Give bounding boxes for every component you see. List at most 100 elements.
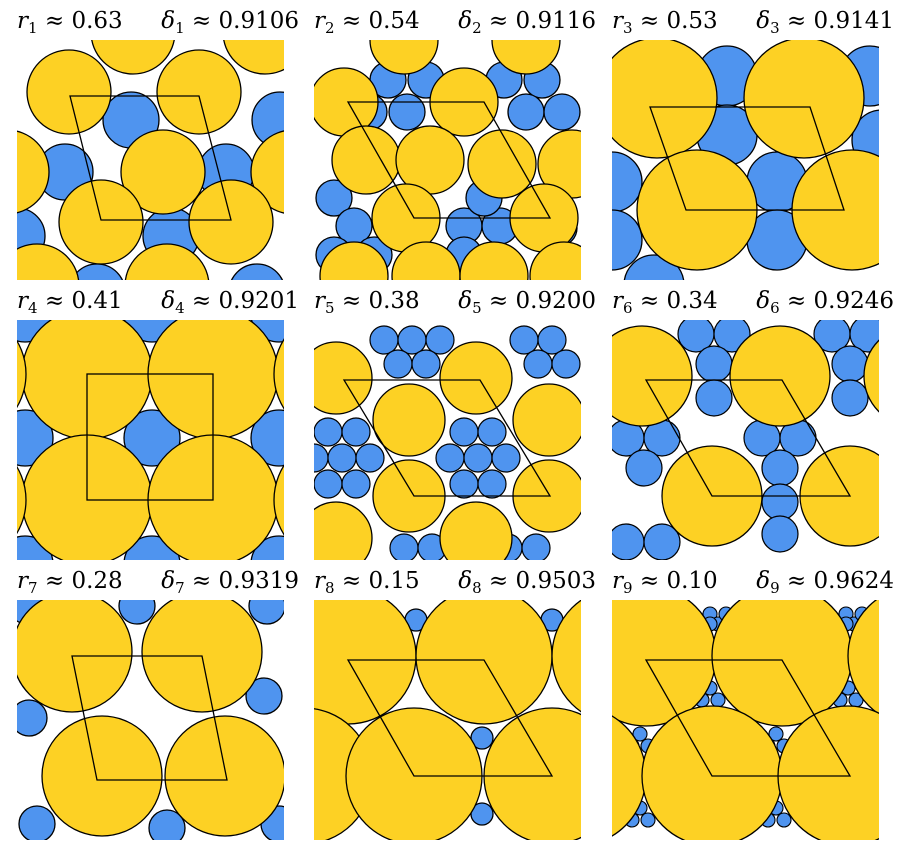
panel-caption: r4 ≈ 0.41 δ4 ≈ 0.9201 xyxy=(17,284,299,318)
small-disc xyxy=(425,325,455,355)
large-disc xyxy=(641,705,783,840)
large-disc xyxy=(467,129,537,199)
small-disc xyxy=(768,726,784,742)
small-disc xyxy=(449,417,479,447)
large-disc xyxy=(512,383,581,457)
packing-diagram xyxy=(314,40,581,280)
packing-diagram xyxy=(612,40,879,280)
packing-diagram xyxy=(612,320,879,560)
small-disc xyxy=(250,320,284,343)
large-disc xyxy=(223,40,284,75)
small-disc xyxy=(411,349,441,379)
small-disc xyxy=(831,379,869,417)
small-disc xyxy=(632,726,648,742)
large-disc xyxy=(26,49,112,135)
small-disc xyxy=(389,533,419,560)
panel-caption: r5 ≈ 0.38 δ5 ≈ 0.9200 xyxy=(314,284,596,318)
small-disc xyxy=(355,443,385,473)
small-disc xyxy=(776,812,792,828)
panel-caption: r9 ≈ 0.10 δ9 ≈ 0.9624 xyxy=(612,564,894,598)
small-disc xyxy=(118,600,156,625)
small-disc xyxy=(250,409,284,467)
panel-caption: r1 ≈ 0.63 δ1 ≈ 0.9106 xyxy=(17,4,299,38)
unit-cell xyxy=(644,379,852,497)
large-disc xyxy=(612,325,693,427)
small-disc xyxy=(491,443,521,473)
radius-label: r5 ≈ 0.38 xyxy=(314,288,420,317)
radius-label: r6 ≈ 0.34 xyxy=(612,288,718,317)
packing-diagram xyxy=(17,600,284,840)
density-label: δ5 ≈ 0.9200 xyxy=(458,288,596,317)
large-disc xyxy=(58,179,144,265)
large-disc xyxy=(551,600,581,713)
density-label: δ3 ≈ 0.9141 xyxy=(756,8,894,37)
large-disc xyxy=(459,241,529,280)
radius-label: r2 ≈ 0.54 xyxy=(314,8,420,37)
small-disc xyxy=(537,325,567,355)
small-disc xyxy=(761,449,799,487)
density-label: δ2 ≈ 0.9116 xyxy=(458,8,596,37)
large-disc xyxy=(156,49,242,135)
large-disc xyxy=(491,40,561,75)
packing-diagram xyxy=(612,600,879,840)
radius-label: r3 ≈ 0.53 xyxy=(612,8,718,37)
small-disc xyxy=(761,483,799,521)
small-disc xyxy=(849,320,879,353)
small-disc xyxy=(245,677,283,715)
large-disc xyxy=(369,40,439,75)
small-disc xyxy=(388,93,426,131)
small-disc xyxy=(18,805,56,840)
small-disc xyxy=(477,469,507,499)
small-disc xyxy=(625,449,663,487)
radius-label: r7 ≈ 0.28 xyxy=(17,568,123,597)
small-disc xyxy=(523,349,553,379)
small-disc xyxy=(315,179,353,217)
small-disc xyxy=(369,325,399,355)
density-label: δ6 ≈ 0.9246 xyxy=(756,288,894,317)
small-disc xyxy=(643,523,681,560)
small-disc xyxy=(17,535,54,560)
large-disc xyxy=(331,125,401,195)
small-disc xyxy=(463,443,493,473)
large-disc xyxy=(847,600,879,715)
small-disc xyxy=(507,93,545,131)
small-disc xyxy=(543,93,581,131)
panel-caption: r3 ≈ 0.53 δ3 ≈ 0.9141 xyxy=(612,4,894,38)
small-disc xyxy=(314,469,343,499)
panel-caption: r6 ≈ 0.34 δ6 ≈ 0.9246 xyxy=(612,284,894,318)
small-disc xyxy=(612,151,643,213)
small-disc xyxy=(230,263,284,280)
large-disc xyxy=(439,341,513,415)
packing-diagram xyxy=(17,320,284,560)
large-disc xyxy=(120,129,206,215)
packing-diagram xyxy=(17,40,284,280)
small-disc xyxy=(831,345,869,383)
small-disc xyxy=(148,809,186,840)
unit-cell xyxy=(71,655,228,781)
large-disc xyxy=(273,338,284,410)
large-disc xyxy=(319,241,389,280)
small-disc xyxy=(123,409,181,467)
large-disc xyxy=(164,715,284,837)
large-disc xyxy=(124,243,210,280)
large-disc xyxy=(372,383,446,457)
radius-label: r1 ≈ 0.63 xyxy=(17,8,123,37)
small-disc xyxy=(761,515,799,553)
small-disc xyxy=(710,692,726,708)
unit-cell xyxy=(644,659,852,777)
small-disc xyxy=(640,812,656,828)
density-label: δ8 ≈ 0.9503 xyxy=(458,568,596,597)
large-disc xyxy=(439,501,513,560)
small-disc xyxy=(17,699,48,737)
small-disc xyxy=(341,469,371,499)
panel-caption: r8 ≈ 0.15 δ8 ≈ 0.9503 xyxy=(314,564,596,598)
small-disc xyxy=(612,209,643,271)
large-disc xyxy=(314,341,373,415)
small-disc xyxy=(521,533,551,560)
unit-cell xyxy=(649,106,845,211)
small-disc xyxy=(314,417,343,447)
radius-label: r9 ≈ 0.10 xyxy=(612,568,718,597)
unit-cell xyxy=(346,659,554,777)
packing-diagram xyxy=(314,600,581,840)
small-disc xyxy=(341,417,371,447)
